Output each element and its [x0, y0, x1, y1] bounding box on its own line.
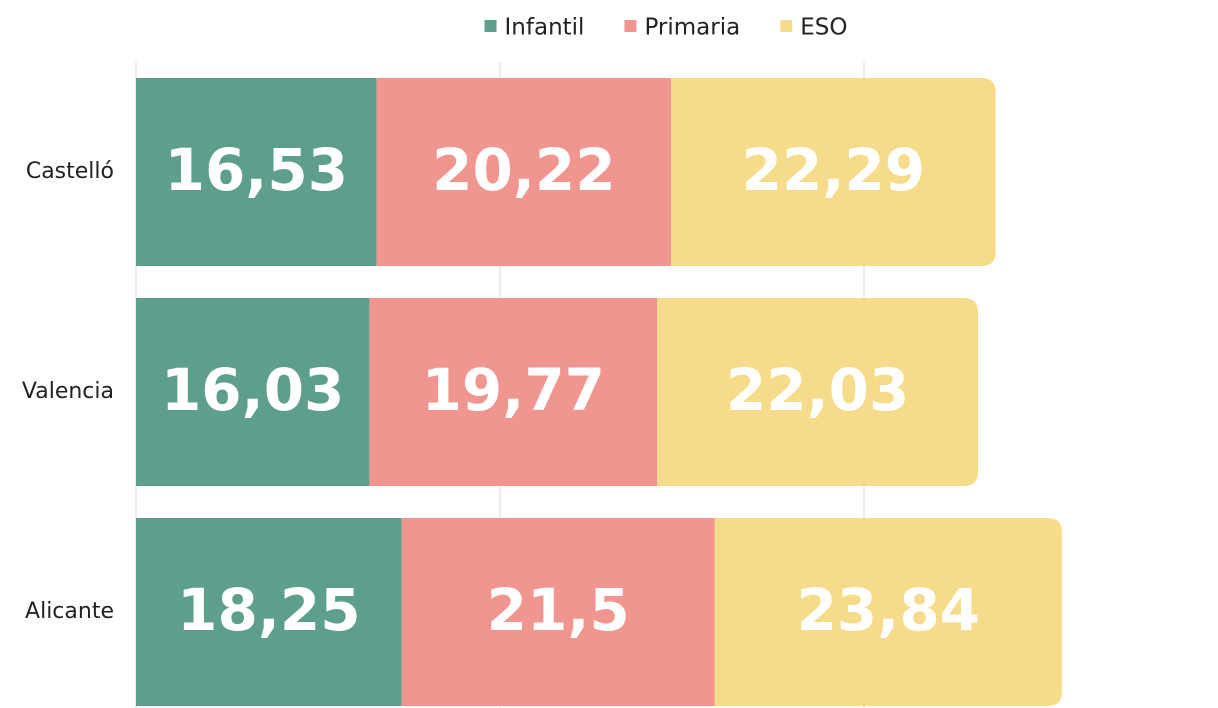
value-label: 21,5: [487, 576, 630, 644]
bar-segment: [136, 518, 402, 706]
legend-label: Primaria: [644, 15, 740, 41]
legend-label: Infantil: [505, 15, 585, 41]
bar-segment: [136, 78, 377, 266]
legend: Infantil Primaria ESO: [484, 15, 847, 41]
legend-swatch: [624, 20, 637, 32]
value-label: 18,25: [177, 576, 360, 644]
value-label: 23,84: [797, 576, 980, 644]
category-label: Valencia: [22, 379, 114, 404]
bar-segment: [136, 298, 370, 486]
bar-segment: [714, 518, 1062, 706]
bar-segment: [376, 78, 672, 266]
legend-label: ESO: [800, 15, 847, 41]
value-label: 22,03: [726, 356, 909, 424]
legend-swatch: [780, 20, 793, 32]
value-label: 19,77: [422, 356, 605, 424]
bar-segment: [369, 298, 658, 486]
value-label: 16,03: [161, 356, 344, 424]
value-label: 22,29: [742, 136, 925, 204]
bar-segment: [401, 518, 715, 706]
category-label: Alicante: [25, 599, 114, 624]
category-label: Castelló: [26, 159, 114, 184]
legend-swatch: [484, 20, 497, 32]
value-label: 16,53: [165, 136, 348, 204]
value-label: 20,22: [432, 136, 615, 204]
bar-segment: [671, 78, 996, 266]
bar-segment: [657, 298, 979, 486]
